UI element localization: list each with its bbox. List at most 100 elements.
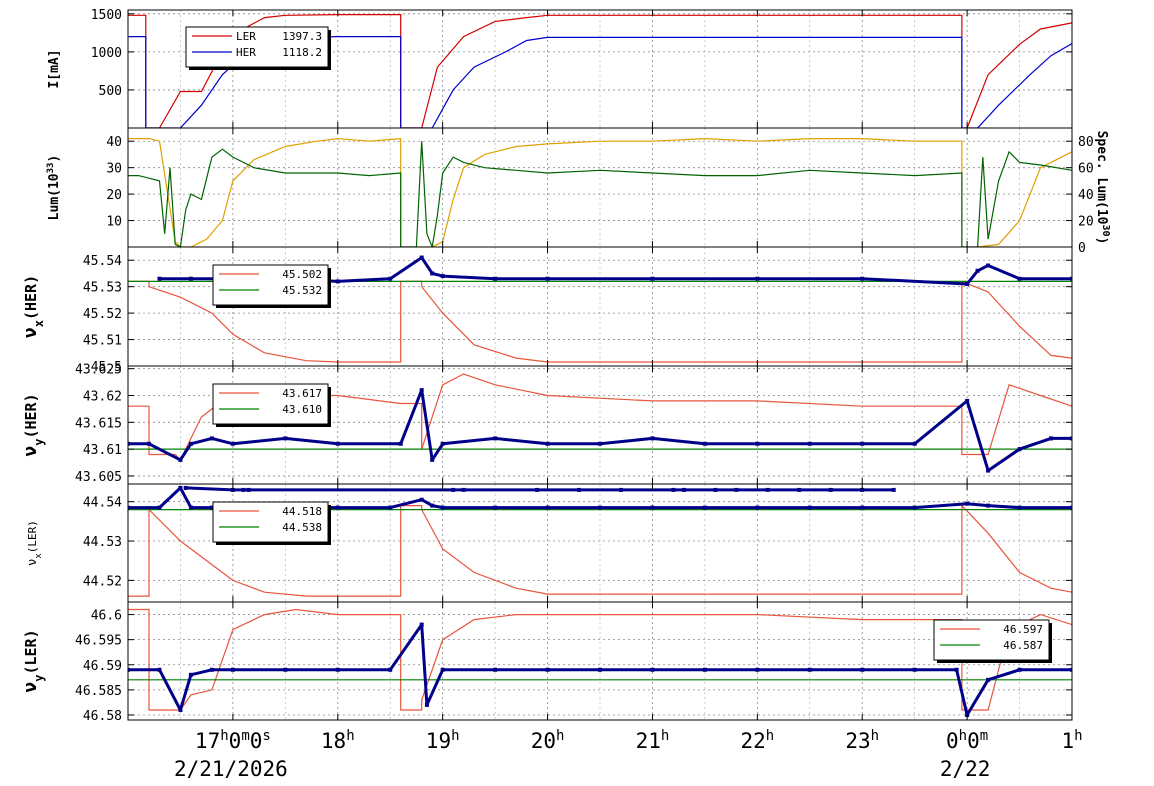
legend-label: 44.518 bbox=[282, 505, 322, 518]
y-tick-label: 46.58 bbox=[83, 709, 122, 724]
y-tick-label: 45.5 bbox=[91, 360, 122, 375]
y-tick-label: 43.62 bbox=[83, 390, 122, 405]
panel-4: 44.52 44.53 44.54 νx(LER) 44.518 44.538 bbox=[25, 483, 1073, 603]
y-axis-label: I[mA] bbox=[47, 49, 62, 88]
legend-box bbox=[212, 383, 329, 425]
x-tick-part: m bbox=[241, 728, 249, 744]
series-band-2 bbox=[128, 486, 1072, 510]
x-tick-part: h bbox=[1074, 728, 1082, 744]
y-label-sup: 33 bbox=[46, 163, 56, 174]
y-label-sub: y bbox=[32, 675, 46, 682]
y-tick-label: 10 bbox=[106, 215, 122, 230]
y-tick-label: 46.595 bbox=[75, 634, 122, 649]
x-tick-label: 21h bbox=[636, 728, 670, 753]
x-tick-main: 23 bbox=[845, 729, 870, 753]
x-tick-main: 17 bbox=[195, 729, 220, 753]
y-axis-label: Lum(1033) bbox=[46, 155, 62, 221]
series-band-3 bbox=[185, 486, 894, 492]
y-axis-label: νx(HER) bbox=[20, 275, 46, 338]
y-label-tail: (HER) bbox=[22, 393, 40, 438]
y-label-tail: (LER) bbox=[22, 629, 40, 674]
panel-3: 43.605 43.61 43.615 43.62 43.625 νy(HER) 43.61… bbox=[20, 363, 1073, 485]
y-tick-label: 46.585 bbox=[75, 684, 122, 699]
y-label-sub: x bbox=[34, 553, 44, 559]
x-tick-part: h bbox=[871, 728, 879, 744]
x-tick-part: h bbox=[556, 728, 564, 744]
y-tick-label: 45.52 bbox=[83, 307, 122, 322]
x-tick-part: s bbox=[262, 728, 270, 744]
panel-1: 10 20 30 40 0 20 40 60 80 Spec. Lum(1030) Lum(1033… bbox=[46, 127, 1112, 256]
legend-label: 45.532 bbox=[282, 284, 322, 297]
x-tick-part: 0 bbox=[250, 729, 263, 753]
legend-label: HER bbox=[236, 46, 256, 59]
x-tick-main: 20 bbox=[531, 729, 556, 753]
panel-frame bbox=[127, 601, 1073, 721]
legend-box bbox=[933, 619, 1050, 661]
x-tick-label: 23h bbox=[845, 728, 879, 753]
legend-label: 43.617 bbox=[282, 387, 322, 400]
y-axis-label: νy(LER) bbox=[20, 629, 46, 692]
y2-tick-label: 80 bbox=[1078, 135, 1094, 150]
plot-area bbox=[128, 373, 1072, 473]
legend-box bbox=[212, 264, 329, 306]
y-tick-label: 43.61 bbox=[83, 443, 122, 458]
plot-area bbox=[128, 137, 1072, 247]
y-tick-label: 43.615 bbox=[75, 416, 122, 431]
x-tick-part: h bbox=[766, 728, 774, 744]
legend-box bbox=[212, 501, 329, 543]
y-label-tail: (LER) bbox=[26, 520, 39, 553]
series-band-2 bbox=[128, 623, 1072, 717]
y-tick-label: 45.53 bbox=[83, 281, 122, 296]
y-tick-label: 44.53 bbox=[83, 535, 122, 550]
y-tick-label: 44.52 bbox=[83, 574, 122, 589]
plot-area bbox=[128, 14, 1072, 128]
y-label-sub: x bbox=[32, 320, 46, 327]
y-tick-label: 20 bbox=[106, 188, 122, 203]
x-tick-part: h bbox=[661, 728, 669, 744]
series-line-1 bbox=[128, 141, 1072, 247]
x-date-label: 2/21/2026 bbox=[174, 757, 288, 781]
series-line-0 bbox=[128, 608, 1072, 711]
x-tick-label: 19h bbox=[426, 728, 460, 753]
y-tick-label: 46.59 bbox=[83, 659, 122, 674]
y-label-sub: y bbox=[32, 439, 46, 446]
y-tick-label: 40 bbox=[106, 135, 122, 150]
x-date-label: 2/22 bbox=[940, 757, 991, 781]
legend-value: 1118.2 bbox=[282, 46, 322, 59]
x-tick-main: 0 bbox=[946, 729, 959, 753]
x-tick-part: 0 bbox=[229, 729, 242, 753]
x-tick-main: 18 bbox=[321, 729, 346, 753]
y-label-symbol: ν bbox=[20, 446, 41, 457]
x-tick-label: 1h bbox=[1061, 728, 1082, 753]
x-tick-part: m bbox=[980, 728, 988, 744]
y-tick-label: 43.625 bbox=[75, 363, 122, 378]
legend-box bbox=[185, 26, 329, 68]
series-line-1 bbox=[128, 35, 1072, 128]
legend-label: 46.587 bbox=[1003, 639, 1043, 652]
x-tick-part: h bbox=[346, 728, 354, 744]
y-tick-label: 45.51 bbox=[83, 334, 122, 349]
legend-value: 1397.3 bbox=[282, 30, 322, 43]
x-tick-part: h bbox=[451, 728, 459, 744]
legend: 44.518 44.538 bbox=[212, 501, 331, 545]
panel-0: 500 1000 1500 I[mA] LER 1397.3 HER 1118.2 bbox=[47, 8, 1073, 129]
y-label-symbol: ν bbox=[20, 682, 41, 693]
y-tick-label: 44.54 bbox=[83, 496, 122, 511]
legend-label: 44.538 bbox=[282, 521, 322, 534]
y-tick-label: 43.605 bbox=[75, 470, 122, 485]
data-point bbox=[157, 276, 162, 281]
x-tick-part: h bbox=[220, 728, 228, 744]
x-tick-part: 0 bbox=[967, 729, 980, 753]
y-label-symbol: ν bbox=[20, 327, 41, 338]
y-axis-label: νy(HER) bbox=[20, 393, 46, 456]
y2-label-close: ) bbox=[1094, 237, 1109, 245]
x-tick-label: 0h0m bbox=[946, 728, 988, 753]
series-line-0 bbox=[128, 280, 1072, 363]
y-label-tail: (HER) bbox=[22, 275, 40, 320]
y-tick-label: 30 bbox=[106, 162, 122, 177]
y2-tick-label: 60 bbox=[1078, 162, 1094, 177]
plot-area bbox=[128, 608, 1072, 717]
y2-tick-label: 0 bbox=[1078, 241, 1086, 256]
x-tick-label: 22h bbox=[740, 728, 774, 753]
